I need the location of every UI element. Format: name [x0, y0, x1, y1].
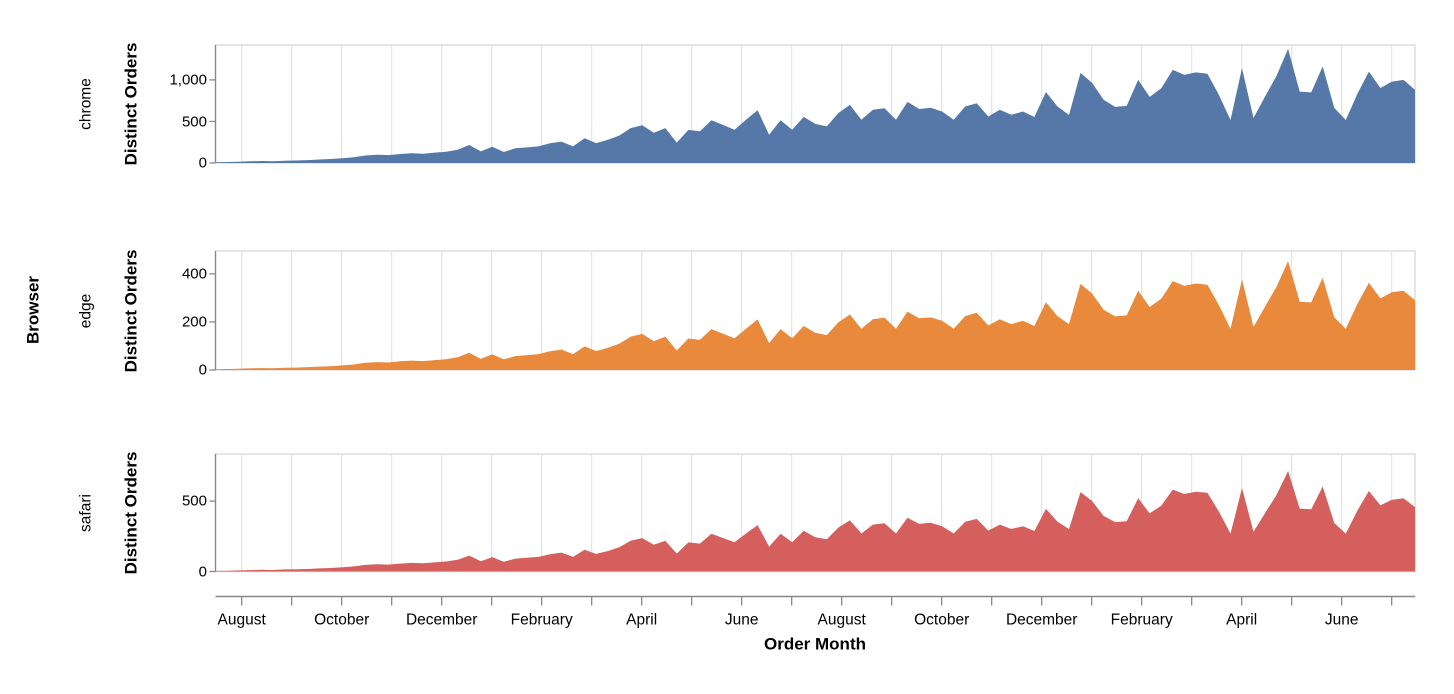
x-tick-label: December [1005, 611, 1078, 629]
y-axis-title-safari: Distinct Orders [121, 451, 141, 575]
y-tick-label: 500 [181, 492, 207, 510]
y-tick-label: 0 [198, 563, 207, 580]
x-tick-label: August [817, 611, 866, 629]
facet-label-chrome: chrome [77, 78, 95, 130]
y-tick-label: 500 [181, 113, 207, 130]
x-axis-title: Order Month [764, 634, 866, 654]
x-tick-label: February [1110, 611, 1173, 629]
y-tick-label: 1,000 [169, 71, 207, 89]
area-series-chrome [215, 48, 1415, 163]
facet-label-edge: edge [77, 293, 95, 328]
y-axis-title-edge: Distinct Orders [121, 249, 141, 372]
facet-label-safari: safari [77, 493, 95, 532]
x-tick-label: June [1324, 611, 1359, 629]
area-series-safari [215, 471, 1415, 572]
y-tick-label: 400 [181, 265, 207, 283]
x-tick-label: June [724, 611, 759, 629]
x-tick-label: April [626, 611, 658, 629]
y-tick-label: 200 [181, 313, 207, 331]
y-tick-label: 0 [198, 154, 207, 172]
facet-axis-title: Browser [23, 275, 43, 345]
x-tick-label: October [914, 611, 970, 629]
x-tick-label: October [314, 611, 370, 629]
x-tick-label: December [405, 611, 478, 629]
y-tick-label: 0 [198, 361, 207, 379]
x-tick-label: August [217, 611, 266, 629]
y-axis-title-chrome: Distinct Orders [121, 42, 141, 166]
x-tick-label: February [510, 611, 573, 629]
area-series-edge [215, 261, 1415, 370]
x-tick-label: April [1226, 611, 1258, 629]
